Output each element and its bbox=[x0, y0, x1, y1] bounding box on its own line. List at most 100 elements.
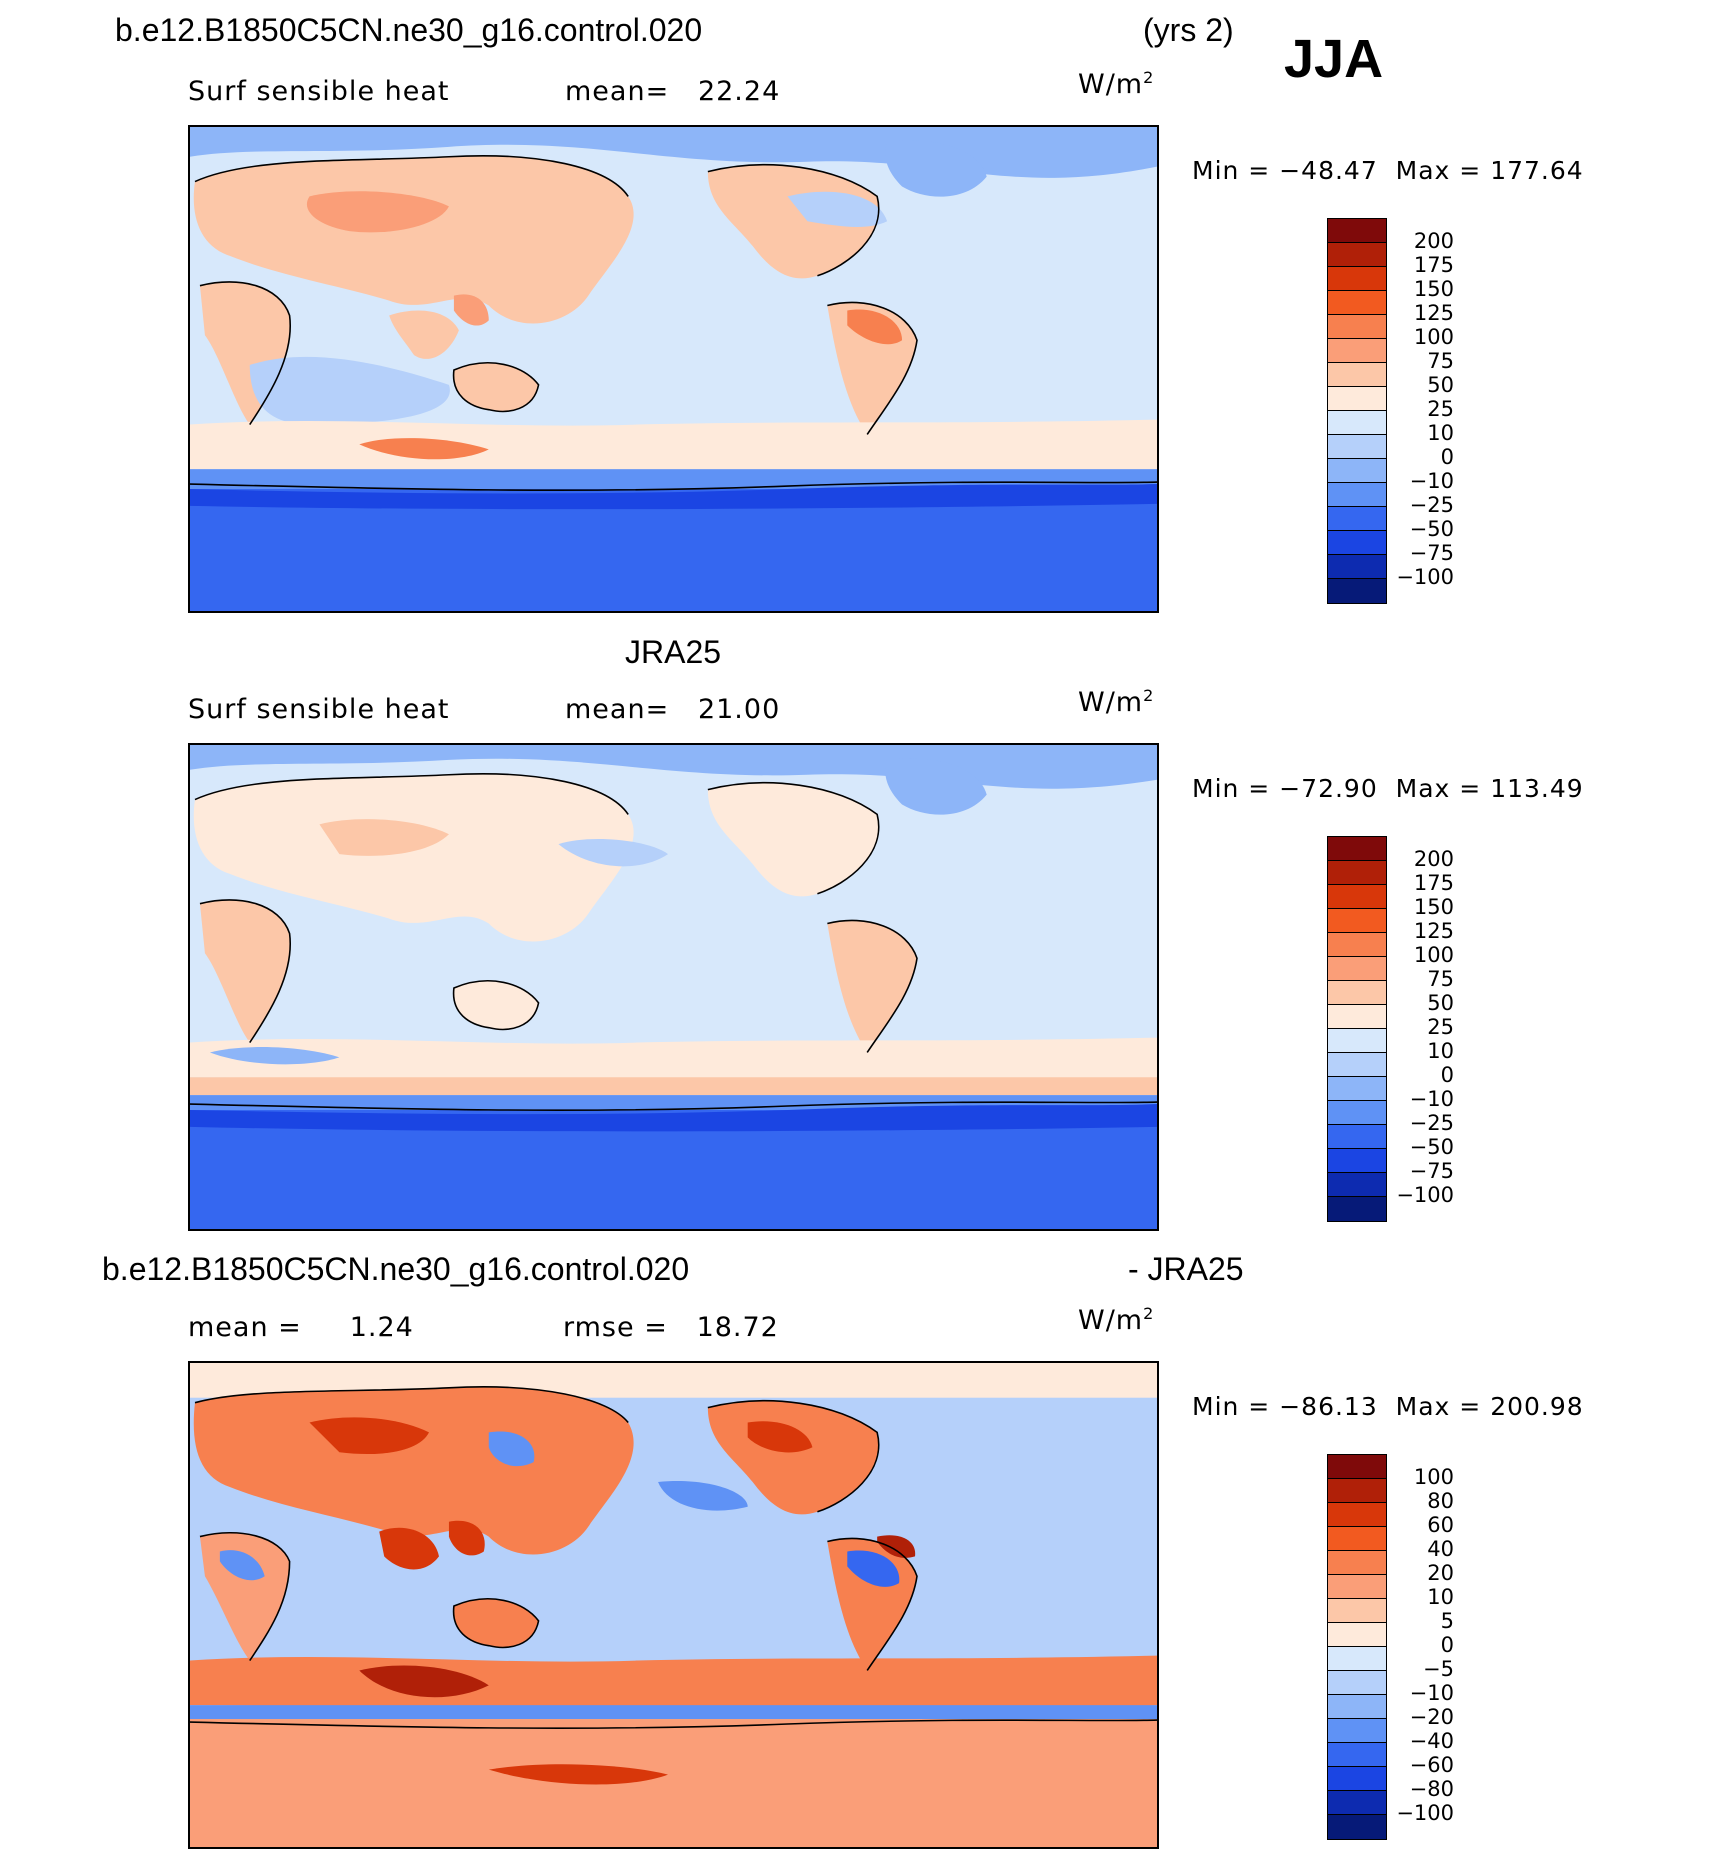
colorbar-label: 25 bbox=[1427, 397, 1454, 421]
colorbar-label: 10 bbox=[1427, 421, 1454, 445]
colorbar-label: 200 bbox=[1413, 229, 1454, 253]
colorbar-label: −20 bbox=[1409, 1705, 1454, 1729]
colorbar-label: 0 bbox=[1440, 445, 1454, 469]
colorbar-label: 175 bbox=[1413, 253, 1454, 277]
colorbar-label: 150 bbox=[1413, 895, 1454, 919]
colorbar-label: −40 bbox=[1409, 1729, 1454, 1753]
panel3-minmax: Min = −86.13 Max = 200.98 bbox=[1192, 1392, 1584, 1421]
colorbar-segment bbox=[1328, 1197, 1386, 1221]
colorbar-segment bbox=[1328, 1077, 1386, 1101]
colorbar-segment bbox=[1328, 1053, 1386, 1077]
colorbar-label: −10 bbox=[1409, 1087, 1454, 1111]
colorbar-label: −50 bbox=[1409, 1135, 1454, 1159]
colorbar-label: 50 bbox=[1427, 373, 1454, 397]
panel1-minmax: Min = −48.47 Max = 177.64 bbox=[1192, 156, 1584, 185]
panel2-map bbox=[188, 743, 1159, 1231]
colorbar-label: 200 bbox=[1413, 847, 1454, 871]
colorbar-segment bbox=[1328, 1029, 1386, 1053]
colorbar-label: 5 bbox=[1440, 1609, 1454, 1633]
colorbar-label: 40 bbox=[1427, 1537, 1454, 1561]
colorbar-label: −10 bbox=[1409, 469, 1454, 493]
panel3-title-right: - JRA25 bbox=[1128, 1251, 1244, 1287]
colorbar-label: 25 bbox=[1427, 1015, 1454, 1039]
colorbar-segment bbox=[1328, 267, 1386, 291]
colorbar-segment bbox=[1328, 411, 1386, 435]
colorbar-label: 75 bbox=[1427, 349, 1454, 373]
colorbar-segment bbox=[1328, 1815, 1386, 1839]
colorbar-segment bbox=[1328, 483, 1386, 507]
colorbar-segment bbox=[1328, 1101, 1386, 1125]
colorbar-segment bbox=[1328, 507, 1386, 531]
panel1-colorbar bbox=[1327, 218, 1387, 604]
colorbar-segment bbox=[1328, 909, 1386, 933]
panel3-map bbox=[188, 1361, 1159, 1849]
colorbar-label: 10 bbox=[1427, 1039, 1454, 1063]
colorbar-segment bbox=[1328, 1791, 1386, 1815]
colorbar-label: −80 bbox=[1409, 1777, 1454, 1801]
colorbar-label: 125 bbox=[1413, 301, 1454, 325]
season-label: JJA bbox=[1284, 29, 1384, 89]
colorbar-segment bbox=[1328, 1695, 1386, 1719]
panel3-mean: mean = 1.24 bbox=[188, 1312, 414, 1343]
colorbar-segment bbox=[1328, 387, 1386, 411]
years-label: (yrs 2) bbox=[1143, 12, 1234, 48]
colorbar-segment bbox=[1328, 363, 1386, 387]
colorbar-label: 150 bbox=[1413, 277, 1454, 301]
colorbar-label: −25 bbox=[1409, 1111, 1454, 1135]
colorbar-segment bbox=[1328, 1719, 1386, 1743]
colorbar-label: −100 bbox=[1396, 565, 1454, 589]
colorbar-segment bbox=[1328, 243, 1386, 267]
colorbar-label: −75 bbox=[1409, 1159, 1454, 1183]
panel2-mean: mean= 21.00 bbox=[565, 694, 781, 725]
colorbar-segment bbox=[1328, 933, 1386, 957]
colorbar-label: 100 bbox=[1413, 1465, 1454, 1489]
panel3-units: W/m2 bbox=[1078, 1304, 1155, 1336]
panel1-variable: Surf sensible heat bbox=[188, 76, 450, 107]
colorbar-segment bbox=[1328, 861, 1386, 885]
colorbar-segment bbox=[1328, 291, 1386, 315]
colorbar-label: 10 bbox=[1427, 1585, 1454, 1609]
colorbar-segment bbox=[1328, 219, 1386, 243]
colorbar-label: −75 bbox=[1409, 541, 1454, 565]
colorbar-label: 20 bbox=[1427, 1561, 1454, 1585]
colorbar-label: 100 bbox=[1413, 325, 1454, 349]
colorbar-segment bbox=[1328, 555, 1386, 579]
panel2-units: W/m2 bbox=[1078, 686, 1155, 718]
panel2-variable: Surf sensible heat bbox=[188, 694, 450, 725]
panel2-minmax: Min = −72.90 Max = 113.49 bbox=[1192, 774, 1584, 803]
panel3-title: b.e12.B1850C5CN.ne30_g16.control.020 bbox=[102, 1251, 690, 1287]
colorbar-segment bbox=[1328, 1455, 1386, 1479]
colorbar-segment bbox=[1328, 459, 1386, 483]
colorbar-label: 125 bbox=[1413, 919, 1454, 943]
panel1-units: W/m2 bbox=[1078, 68, 1155, 100]
colorbar-segment bbox=[1328, 1005, 1386, 1029]
colorbar-label: −10 bbox=[1409, 1681, 1454, 1705]
colorbar-label: −5 bbox=[1423, 1657, 1454, 1681]
colorbar-segment bbox=[1328, 957, 1386, 981]
case-title: b.e12.B1850C5CN.ne30_g16.control.020 bbox=[115, 12, 703, 48]
panel2-title: JRA25 bbox=[625, 634, 722, 670]
colorbar-segment bbox=[1328, 1767, 1386, 1791]
colorbar-label: 175 bbox=[1413, 871, 1454, 895]
colorbar-label: −25 bbox=[1409, 493, 1454, 517]
colorbar-segment bbox=[1328, 1551, 1386, 1575]
colorbar-segment bbox=[1328, 579, 1386, 603]
colorbar-segment bbox=[1328, 885, 1386, 909]
colorbar-segment bbox=[1328, 1173, 1386, 1197]
colorbar-segment bbox=[1328, 1647, 1386, 1671]
colorbar-segment bbox=[1328, 1149, 1386, 1173]
colorbar-segment bbox=[1328, 981, 1386, 1005]
colorbar-segment bbox=[1328, 1503, 1386, 1527]
colorbar-label: −100 bbox=[1396, 1183, 1454, 1207]
colorbar-segment bbox=[1328, 1575, 1386, 1599]
colorbar-segment bbox=[1328, 435, 1386, 459]
panel2-colorbar bbox=[1327, 836, 1387, 1222]
colorbar-label: 50 bbox=[1427, 991, 1454, 1015]
colorbar-label: −60 bbox=[1409, 1753, 1454, 1777]
colorbar-segment bbox=[1328, 1599, 1386, 1623]
colorbar-label: −50 bbox=[1409, 517, 1454, 541]
panel1-mean: mean= 22.24 bbox=[565, 76, 781, 107]
colorbar-segment bbox=[1328, 837, 1386, 861]
colorbar-segment bbox=[1328, 1527, 1386, 1551]
colorbar-segment bbox=[1328, 1743, 1386, 1767]
